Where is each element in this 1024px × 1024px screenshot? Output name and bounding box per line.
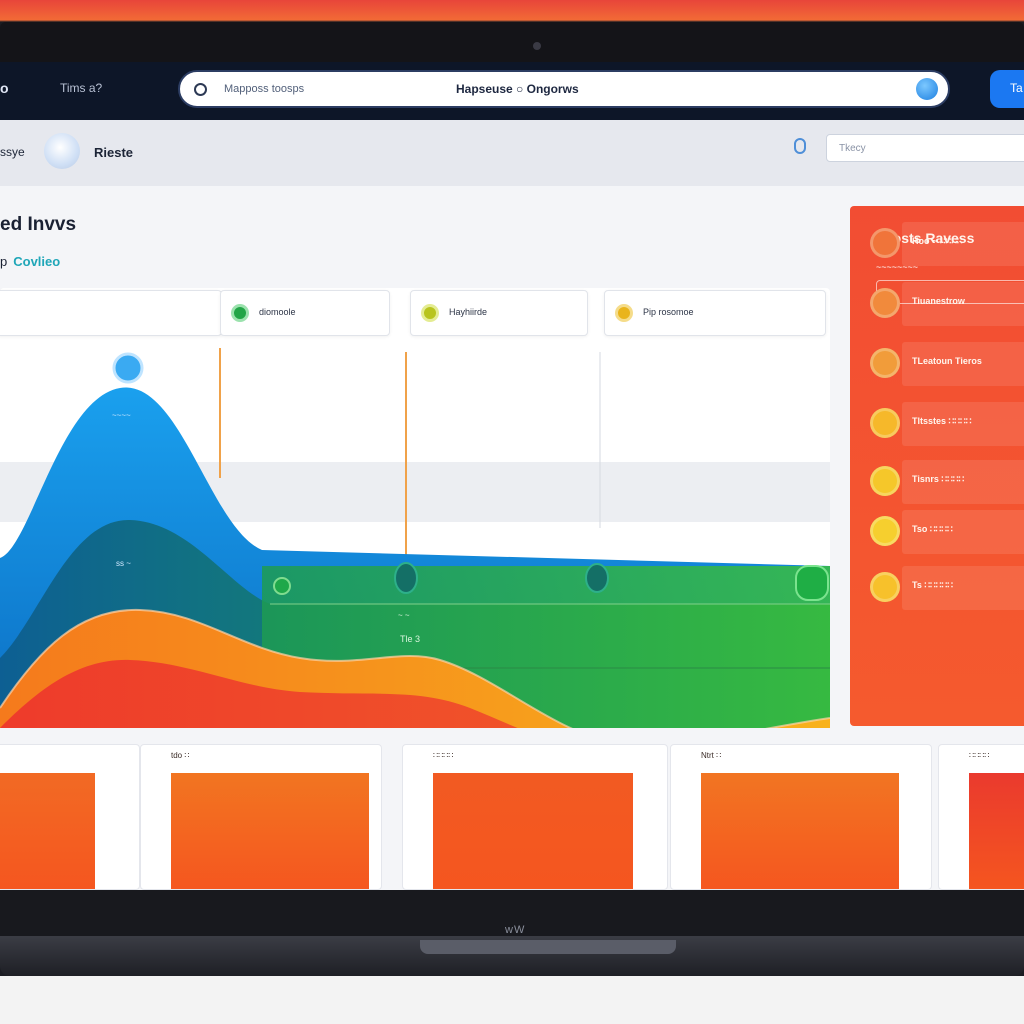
status-dot-icon [870, 466, 900, 496]
search-icon [194, 83, 207, 96]
primary-button[interactable]: Ta [990, 70, 1024, 108]
card-label: Ntrt ∷ [701, 751, 722, 760]
legend-label: Pip rosomoe [643, 307, 694, 317]
series-label: ss ~ [116, 559, 131, 568]
webcam [533, 42, 541, 50]
status-dot-icon [870, 408, 900, 438]
area-chart: ~~~~ ss ~ Tle 3 ~ ~ ra∷∷∷∷∷∷∷∷∷∷∷∷∷∷∷∷∷∷… [0, 348, 830, 728]
panel-subtitle: ~~~~~~~~ [876, 262, 919, 272]
legend-dot-icon [421, 304, 439, 322]
panel-list-item[interactable]: Ts ∷∷∷∷∷ [862, 566, 1024, 610]
subheader-title: Rieste [94, 145, 134, 160]
series-label: ~~~~ [112, 411, 131, 420]
legend-dot-icon [615, 304, 633, 322]
legend-item-1[interactable]: diomoole [220, 290, 390, 336]
search-placeholder: Mapposs toosps [224, 83, 305, 95]
filter-input[interactable]: Tkecy [826, 134, 1024, 162]
legend-item-blank[interactable] [0, 290, 222, 336]
summary-card[interactable]: ∷∷∷∷ [402, 744, 668, 890]
summary-card[interactable] [0, 744, 140, 890]
panel-list-item[interactable]: Tltsstes ∷∷∷∷ [862, 402, 1024, 446]
row-background [902, 342, 1024, 386]
peak-marker[interactable] [112, 352, 144, 384]
laptop-model-label: wW [505, 924, 526, 936]
search-bar[interactable]: Mapposs toosps Hapseuse ○ Ongorws [178, 70, 950, 108]
row-background [902, 222, 1024, 266]
laptop-hinge [0, 936, 1024, 976]
panel-list-item[interactable]: TLeatoun Tieros [862, 342, 1024, 386]
page-subtitle: p Covlieo [0, 254, 60, 269]
legend-item-2[interactable]: Hayhiirde [410, 290, 588, 336]
row-label: Hoo ~ ∷∷∷∷ [912, 236, 963, 246]
panel-list-item[interactable]: Tisnrs ∷∷∷∷ [862, 460, 1024, 504]
row-background [902, 566, 1024, 610]
series-orange-line [0, 608, 830, 728]
series-label: Tle 3 [400, 634, 420, 644]
row-background [902, 460, 1024, 504]
row-label: Tso ∷∷∷∷ [912, 524, 953, 534]
row-background [902, 510, 1024, 554]
hinge-notch [420, 940, 676, 954]
row-label: TLeatoun Tieros [912, 356, 982, 366]
search-go-icon[interactable] [916, 78, 938, 100]
page-title: ed Invvs [0, 214, 77, 235]
top-navbar: o Tims a? Mapposs toosps Hapseuse ○ Ongo… [0, 62, 1024, 120]
legend-label: Hayhiirde [449, 307, 488, 317]
status-dot-icon [870, 516, 900, 546]
status-dot-icon [870, 288, 900, 318]
page-subtitle-accent[interactable]: Covlieo [13, 254, 61, 269]
summary-card[interactable]: Ntrt ∷ [670, 744, 932, 890]
row-label: Ts ∷∷∷∷∷ [912, 580, 953, 590]
data-point-marker[interactable] [394, 562, 418, 594]
card-fill [0, 773, 95, 889]
subheader-label: ssye [0, 145, 25, 159]
card-fill [171, 773, 369, 889]
panel-list-item[interactable]: Hoo ~ ∷∷∷∷ [862, 222, 1024, 266]
row-label: Tisnrs ∷∷∷∷ [912, 474, 965, 484]
data-point-marker[interactable] [273, 577, 291, 595]
nav-link[interactable]: Tims a? [60, 81, 103, 95]
status-dot-icon [870, 228, 900, 258]
page-subtitle-prefix: p [0, 254, 8, 269]
app-screen: o Tims a? Mapposs toosps Hapseuse ○ Ongo… [0, 62, 1024, 890]
row-label: Tltsstes ∷∷∷∷ [912, 416, 972, 426]
data-point-marker[interactable] [585, 563, 609, 593]
summary-card[interactable]: ∷∷∷∷ [938, 744, 1024, 890]
card-label: ∷∷∷∷ [433, 751, 454, 760]
panel-list-item[interactable]: Tso ∷∷∷∷ [862, 510, 1024, 554]
row-background [902, 402, 1024, 446]
desk-surface [0, 976, 1024, 1024]
status-dot-icon [870, 348, 900, 378]
card-fill [969, 773, 1024, 889]
card-label: ∷∷∷∷ [969, 751, 990, 760]
avatar[interactable] [44, 133, 80, 169]
card-label: tdo ∷ [171, 751, 190, 760]
legend-dot-icon [231, 304, 249, 322]
row-label: Tiuanestrow [912, 296, 965, 306]
legend-label: diomoole [259, 307, 296, 317]
data-point-marker[interactable] [795, 565, 829, 601]
brand-logo: o [0, 80, 9, 96]
series-red-area [0, 659, 518, 728]
card-fill [701, 773, 899, 889]
legend-item-3[interactable]: Pip rosomoe [604, 290, 826, 336]
reports-panel: Rposts Ravess ~~~~~~~~ Hoo ~ ∷∷∷∷ Tiuanes… [850, 206, 1024, 726]
status-dot-icon [870, 572, 900, 602]
row-background [902, 282, 1024, 326]
area-chart-card: ~~~~ ss ~ Tle 3 ~ ~ ra∷∷∷∷∷∷∷∷∷∷∷∷∷∷∷∷∷∷… [0, 288, 830, 728]
summary-card[interactable]: tdo ∷ [140, 744, 382, 890]
location-icon[interactable] [794, 138, 806, 154]
card-fill [433, 773, 633, 889]
series-label: ~ ~ [398, 611, 410, 620]
search-title: Hapseuse ○ Ongorws [456, 82, 579, 96]
panel-list-item[interactable]: Tiuanestrow [862, 282, 1024, 326]
